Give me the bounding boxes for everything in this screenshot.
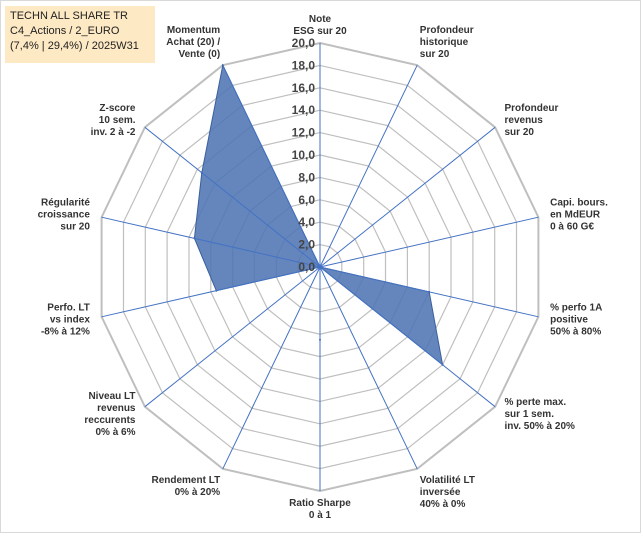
axis-spoke — [319, 266, 496, 408]
axis-label-line: sur 20 — [60, 222, 90, 233]
axis-label-line: inversée — [420, 487, 461, 498]
axis-label-line: Note — [309, 14, 332, 25]
axis-label: Profondeur revenus sur 20 — [505, 103, 559, 138]
axis-label: Note ESG sur 20 — [293, 14, 347, 37]
tick-label-layer: 0,0 2,0 4,0 6,0 8,0 10,0 12,0 14,0 16,0 18,0 20,0 — [292, 36, 316, 274]
axis-label-layer: Note ESG sur 20 Profondeur historique sur 20… — [38, 14, 608, 521]
axis-label-line: Niveau LT — [88, 391, 135, 402]
axis-label-line: inv. 50% à 20% — [505, 421, 576, 432]
tick-label: 12,0 — [292, 126, 316, 140]
axis-label-line: Ratio Sharpe — [289, 498, 351, 509]
axis-label-line: inv. 2 à -2 — [91, 127, 136, 138]
axis-label: % perfo 1A positive 50% à 80% — [550, 303, 602, 338]
axis-label-line: 0% à 20% — [175, 487, 221, 498]
tick-label: 0,0 — [298, 260, 315, 274]
axis-label-line: Z-score — [99, 103, 136, 114]
axis-spoke — [101, 216, 321, 268]
axis-spoke — [144, 126, 321, 268]
title-line-1: TECHN ALL SHARE TR — [10, 10, 128, 22]
axis-label-line: sur 20 — [505, 127, 535, 138]
axis-label: Niveau LT revenus reccurents 0% à 6% — [84, 391, 136, 438]
axis-label-line: Volatilité LT — [420, 475, 475, 486]
axis-label-line: revenus — [97, 403, 136, 414]
axis-spoke — [222, 266, 321, 470]
axis-label-line: 50% à 80% — [550, 327, 601, 338]
tick-label: 20,0 — [292, 36, 316, 50]
axis-label-line: Régularité — [41, 198, 90, 209]
axis-label-line: 0 à 1 — [309, 510, 332, 521]
axis-label-line: Profondeur — [420, 25, 474, 36]
axis-label: % perte max. sur 1 sem. inv. 50% à 20% — [505, 397, 576, 432]
axis-label-line: sur 20 — [420, 49, 450, 60]
axis-label: Régularité croissance sur 20 — [38, 198, 91, 233]
axis-label-line: croissance — [38, 210, 91, 221]
chart-title-box: TECHN ALL SHARE TR C4_Actions / 2_EURO (… — [5, 6, 155, 63]
tick-label: 10,0 — [292, 148, 316, 162]
axis-label-line: 40% à 0% — [420, 499, 466, 510]
axis-label-line: Achat (20) / — [166, 37, 220, 48]
axis-spoke — [319, 64, 418, 268]
axis-label-line: vs index — [50, 315, 90, 326]
title-line-3: (7,4% | 29,4%) / 2025W31 — [10, 40, 139, 52]
axis-label-line: positive — [550, 315, 588, 326]
axis-label-line: Profondeur — [505, 103, 559, 114]
axis-label: Profondeur historique sur 20 — [420, 25, 474, 60]
axis-label: Momentum Achat (20) / Vente (0) — [166, 25, 220, 60]
axis-label-line: Momentum — [167, 25, 220, 36]
axis-label: Volatilité LT inversée 40% à 0% — [420, 475, 475, 510]
axis-label: Capi. bours. en MdEUR 0 à 60 G€ — [550, 198, 608, 233]
tick-label: 2,0 — [298, 238, 315, 252]
tick-label: 4,0 — [298, 215, 315, 229]
axis-label-line: Capi. bours. — [550, 198, 608, 209]
tick-label: 18,0 — [292, 58, 316, 72]
axis-spoke — [319, 126, 496, 268]
axis-label: Ratio Sharpe 0 à 1 — [289, 498, 351, 521]
tick-label: 6,0 — [298, 193, 315, 207]
axis-label-line: -8% à 12% — [41, 327, 90, 338]
axis-spoke — [101, 266, 321, 318]
axis-spoke — [319, 266, 539, 318]
axis-label-line: Vente (0) — [179, 49, 221, 60]
axis-label-line: Rendement LT — [151, 475, 220, 486]
axis-label-line: reccurents — [84, 415, 136, 426]
axis-label-line: Perfo. LT — [47, 303, 90, 314]
title-line-2: C4_Actions / 2_EURO — [10, 25, 120, 37]
axis-label: Rendement LT 0% à 20% — [151, 475, 220, 498]
axis-label-line: % perfo 1A — [550, 303, 602, 314]
axis-spoke — [222, 64, 321, 268]
axis-label-line: % perte max. — [505, 397, 567, 408]
tick-label: 14,0 — [292, 103, 316, 117]
tick-label: 8,0 — [298, 170, 315, 184]
axis-label-line: en MdEUR — [550, 210, 601, 221]
axis-label-line: 10 sem. — [99, 115, 136, 126]
axis-spoke — [319, 216, 539, 268]
axis-spoke — [144, 266, 321, 408]
axis-label-line: 0 à 60 G€ — [550, 222, 594, 233]
axis-label-line: sur 1 sem. — [505, 409, 555, 420]
axis-label-line: historique — [420, 37, 469, 48]
spoke-layer — [101, 43, 539, 491]
axis-label-line: 0% à 6% — [95, 427, 135, 438]
axis-label-line: ESG sur 20 — [293, 26, 347, 37]
data-area-layer — [193, 63, 444, 367]
axis-label: Z-score 10 sem. inv. 2 à -2 — [91, 103, 136, 138]
tick-label: 16,0 — [292, 81, 316, 95]
axis-spoke — [319, 266, 418, 470]
axis-label: Perfo. LT vs index -8% à 12% — [41, 303, 90, 338]
axis-label-line: revenus — [505, 115, 544, 126]
